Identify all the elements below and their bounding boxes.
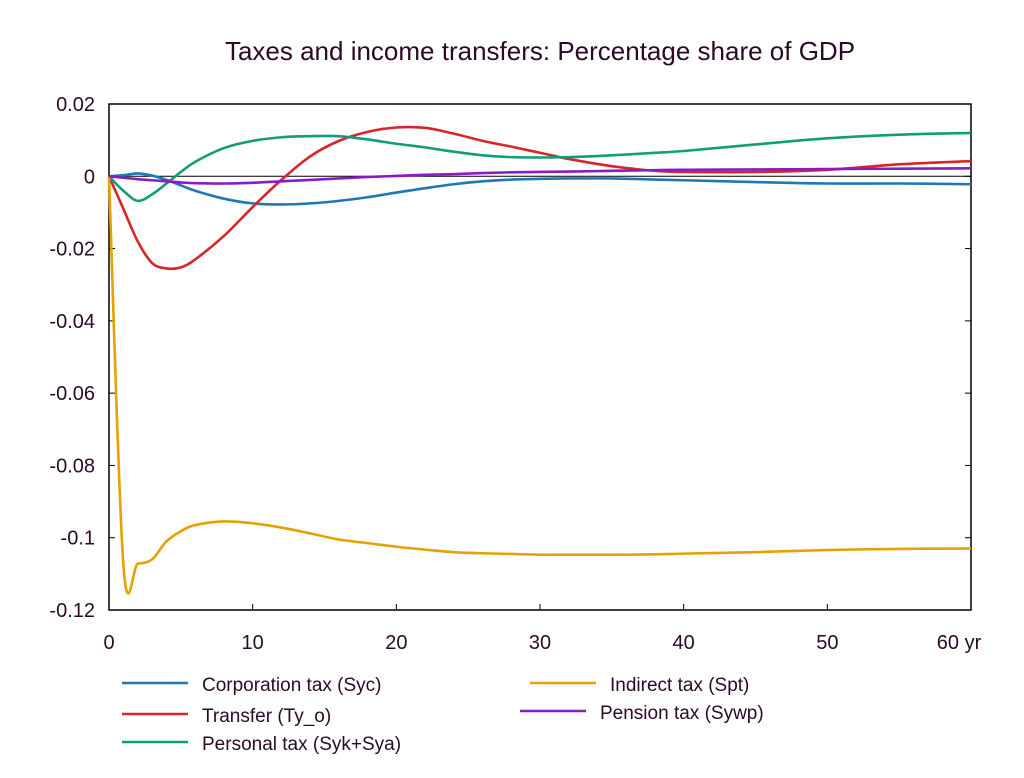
x-tick-label: 40 (673, 632, 695, 654)
series-line-personal-tax-syk-sya (108, 131, 972, 203)
x-tick-label: 50 (816, 632, 838, 654)
series-line-transfer-ty-o (107, 125, 972, 271)
y-tick-label: 0.02 (56, 94, 95, 116)
legend: Corporation tax (Syc) Transfer (Ty_o) Pers… (122, 675, 764, 755)
legend-label-transfer-ty-o: Transfer (Ty_o) (202, 706, 331, 727)
axis-ticks: 0.02 0 -0.02 -0.04 -0.06 -0.08 -0.1 -0.12 0 10 20 3… (49, 94, 981, 654)
legend-label-indirect-tax-spt: Indirect tax (Spt) (610, 675, 749, 696)
x-tick-label: 0 (103, 632, 114, 654)
chart-title: Taxes and income transfers: Percentage s… (225, 36, 855, 66)
x-tick-label: 30 (529, 632, 551, 654)
y-tick-label: -0.06 (49, 383, 95, 405)
y-tick-label: -0.12 (49, 600, 95, 622)
x-tick-label: 10 (242, 632, 264, 654)
y-tick-label: 0 (84, 166, 95, 188)
y-tick-label: -0.1 (61, 528, 95, 550)
series-line-indirect-tax-spt (107, 176, 972, 595)
legend-label-corporation-tax-syc: Corporation tax (Syc) (202, 675, 382, 696)
series-lines (107, 125, 972, 595)
y-tick-label: -0.04 (49, 311, 95, 333)
series-line-pension-tax-sywp (108, 167, 972, 185)
x-tick-label: 60 yr (937, 632, 982, 654)
y-tick-label: -0.02 (49, 239, 95, 261)
series-line-corporation-tax-syc (108, 172, 972, 206)
legend-label-pension-tax-sywp: Pension tax (Sywp) (600, 703, 764, 724)
legend-label-personal-tax-syk-sya: Personal tax (Syk+Sya) (202, 734, 401, 755)
y-tick-label: -0.08 (49, 455, 95, 477)
x-tick-label: 20 (385, 632, 407, 654)
